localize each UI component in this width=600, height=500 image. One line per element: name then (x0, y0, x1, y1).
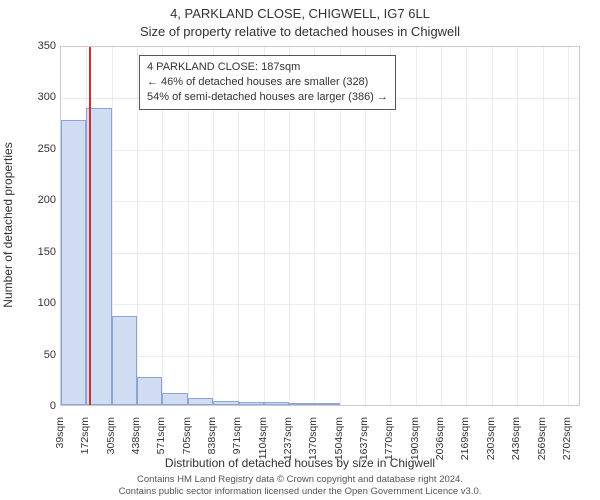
y-tick-label: 350 (16, 40, 56, 52)
gridline-h (61, 356, 579, 357)
gridline-v (466, 47, 467, 405)
x-tick-label: 2169sqm (459, 417, 471, 467)
footer-line-1: Contains HM Land Registry data © Crown c… (0, 474, 600, 486)
x-tick-label: 2303sqm (485, 417, 497, 467)
x-tick-label: 571sqm (155, 417, 167, 467)
x-tick-label: 1237sqm (282, 417, 294, 467)
x-tick-label: 172sqm (79, 417, 91, 467)
marker-line (89, 47, 91, 405)
histogram-bar (264, 402, 289, 405)
x-tick-label: 1637sqm (358, 417, 370, 467)
x-tick-label: 2436sqm (510, 417, 522, 467)
title-sub: Size of property relative to detached ho… (0, 24, 600, 39)
y-tick-label: 250 (16, 143, 56, 155)
chart-container: 4, PARKLAND CLOSE, CHIGWELL, IG7 6LL Siz… (0, 0, 600, 500)
info-line-1: 4 PARKLAND CLOSE: 187sqm (147, 60, 388, 75)
x-tick-label: 705sqm (181, 417, 193, 467)
x-tick-label: 2569sqm (536, 417, 548, 467)
histogram-bar (61, 120, 86, 405)
y-axis-label: Number of detached properties (1, 142, 15, 307)
histogram-bar (315, 403, 341, 405)
x-tick-label: 39sqm (54, 417, 66, 467)
histogram-bar (112, 316, 137, 405)
y-tick-label: 300 (16, 91, 56, 103)
info-line-2: ← 46% of detached houses are smaller (32… (147, 75, 388, 90)
gridline-v (517, 47, 518, 405)
x-tick-label: 1370sqm (307, 417, 319, 467)
gridline-v (137, 47, 138, 405)
x-tick-label: 1903sqm (409, 417, 421, 467)
histogram-bar (239, 402, 264, 405)
x-tick-label: 438sqm (130, 417, 142, 467)
histogram-bar (162, 393, 188, 405)
footer-line-2: Contains public sector information licen… (0, 486, 600, 498)
info-line-3: 54% of semi-detached houses are larger (… (147, 90, 388, 105)
gridline-v (568, 47, 569, 405)
gridline-v (416, 47, 417, 405)
x-tick-label: 1104sqm (257, 417, 269, 467)
x-tick-label: 971sqm (231, 417, 243, 467)
gridline-v (543, 47, 544, 405)
x-tick-label: 305sqm (105, 417, 117, 467)
x-tick-label: 2036sqm (434, 417, 446, 467)
y-tick-label: 50 (16, 349, 56, 361)
title-main: 4, PARKLAND CLOSE, CHIGWELL, IG7 6LL (0, 6, 600, 21)
x-tick-label: 1504sqm (333, 417, 345, 467)
x-tick-label: 1770sqm (383, 417, 395, 467)
y-tick-label: 100 (16, 297, 56, 309)
gridline-h (61, 201, 579, 202)
histogram-bar (137, 377, 162, 405)
footer-attribution: Contains HM Land Registry data © Crown c… (0, 474, 600, 498)
gridline-v (441, 47, 442, 405)
info-box: 4 PARKLAND CLOSE: 187sqm ← 46% of detach… (139, 55, 396, 110)
plot-area: 4 PARKLAND CLOSE: 187sqm ← 46% of detach… (60, 46, 580, 406)
x-tick-label: 838sqm (206, 417, 218, 467)
histogram-bar (213, 401, 238, 405)
x-tick-label: 2702sqm (561, 417, 573, 467)
gridline-v (492, 47, 493, 405)
y-tick-label: 150 (16, 246, 56, 258)
histogram-bar (188, 398, 213, 405)
y-tick-label: 0 (16, 400, 56, 412)
histogram-bar (289, 403, 314, 405)
gridline-h (61, 304, 579, 305)
y-tick-label: 200 (16, 194, 56, 206)
gridline-h (61, 253, 579, 254)
gridline-h (61, 150, 579, 151)
